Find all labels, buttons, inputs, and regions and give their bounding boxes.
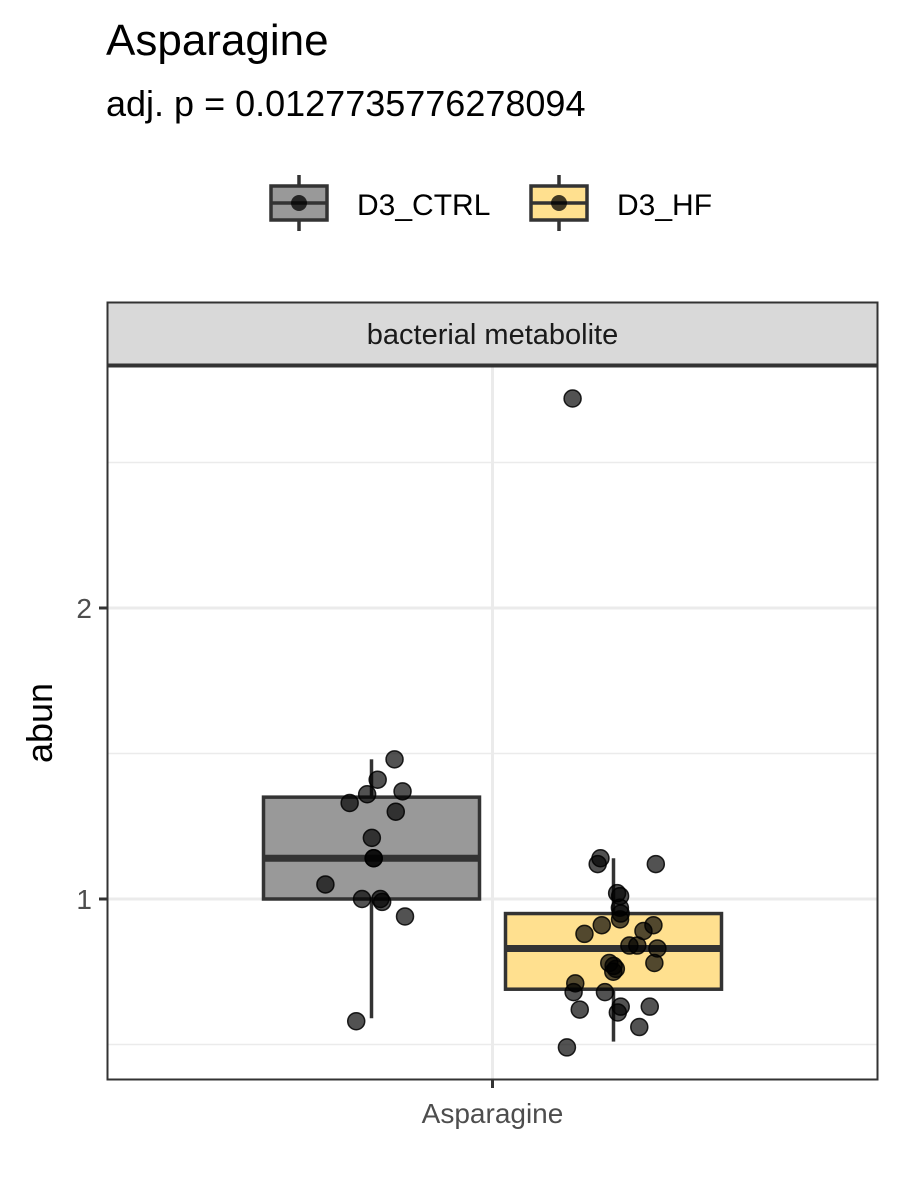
legend-label: D3_CTRL	[357, 189, 490, 222]
legend-key-point	[291, 195, 307, 211]
data-points	[316, 389, 667, 1057]
box-D3_CTRL	[261, 795, 482, 901]
data-point	[372, 892, 392, 912]
data-point	[357, 784, 377, 804]
data-point	[395, 907, 415, 926]
data-point	[386, 802, 406, 821]
data-point	[608, 1003, 628, 1022]
data-point	[645, 953, 664, 973]
data-point	[620, 936, 639, 955]
facet-strip	[106, 301, 879, 366]
data-point	[630, 1017, 649, 1037]
data-point	[364, 849, 383, 868]
data-point	[588, 854, 607, 874]
data-point	[564, 982, 583, 1002]
legend-key-point	[551, 195, 567, 211]
data-point	[575, 924, 594, 944]
data-point	[340, 793, 359, 813]
y-tick-label: 1	[76, 884, 92, 915]
x-tick-label: Asparagine	[422, 1098, 564, 1129]
grid-lines	[108, 367, 877, 1079]
data-point	[610, 910, 630, 929]
chart-subtitle: adj. p = 0.0127735776278094	[106, 83, 585, 124]
data-point	[346, 1011, 366, 1031]
box-series	[261, 759, 724, 1042]
data-point	[595, 982, 615, 1002]
data-point	[385, 750, 404, 769]
data-point	[592, 915, 612, 935]
data-point	[557, 1038, 577, 1057]
data-point	[393, 782, 412, 801]
legend: D3_CTRL D3_HF	[269, 175, 712, 231]
data-point	[563, 389, 582, 408]
data-point	[352, 889, 372, 909]
data-point	[316, 875, 335, 894]
axes: 1 2 Asparagine	[76, 593, 563, 1129]
data-point	[570, 1000, 590, 1019]
data-point	[368, 770, 387, 789]
facet-strip-label: bacterial metabolite	[367, 319, 618, 351]
chart-title: Asparagine	[106, 16, 329, 65]
y-axis-label: abun	[19, 683, 60, 763]
y-tick-label: 2	[76, 593, 92, 624]
data-point	[646, 854, 666, 874]
data-point	[640, 997, 660, 1016]
data-point	[362, 828, 382, 848]
data-point	[604, 962, 623, 981]
legend-label: D3_HF	[617, 189, 712, 222]
